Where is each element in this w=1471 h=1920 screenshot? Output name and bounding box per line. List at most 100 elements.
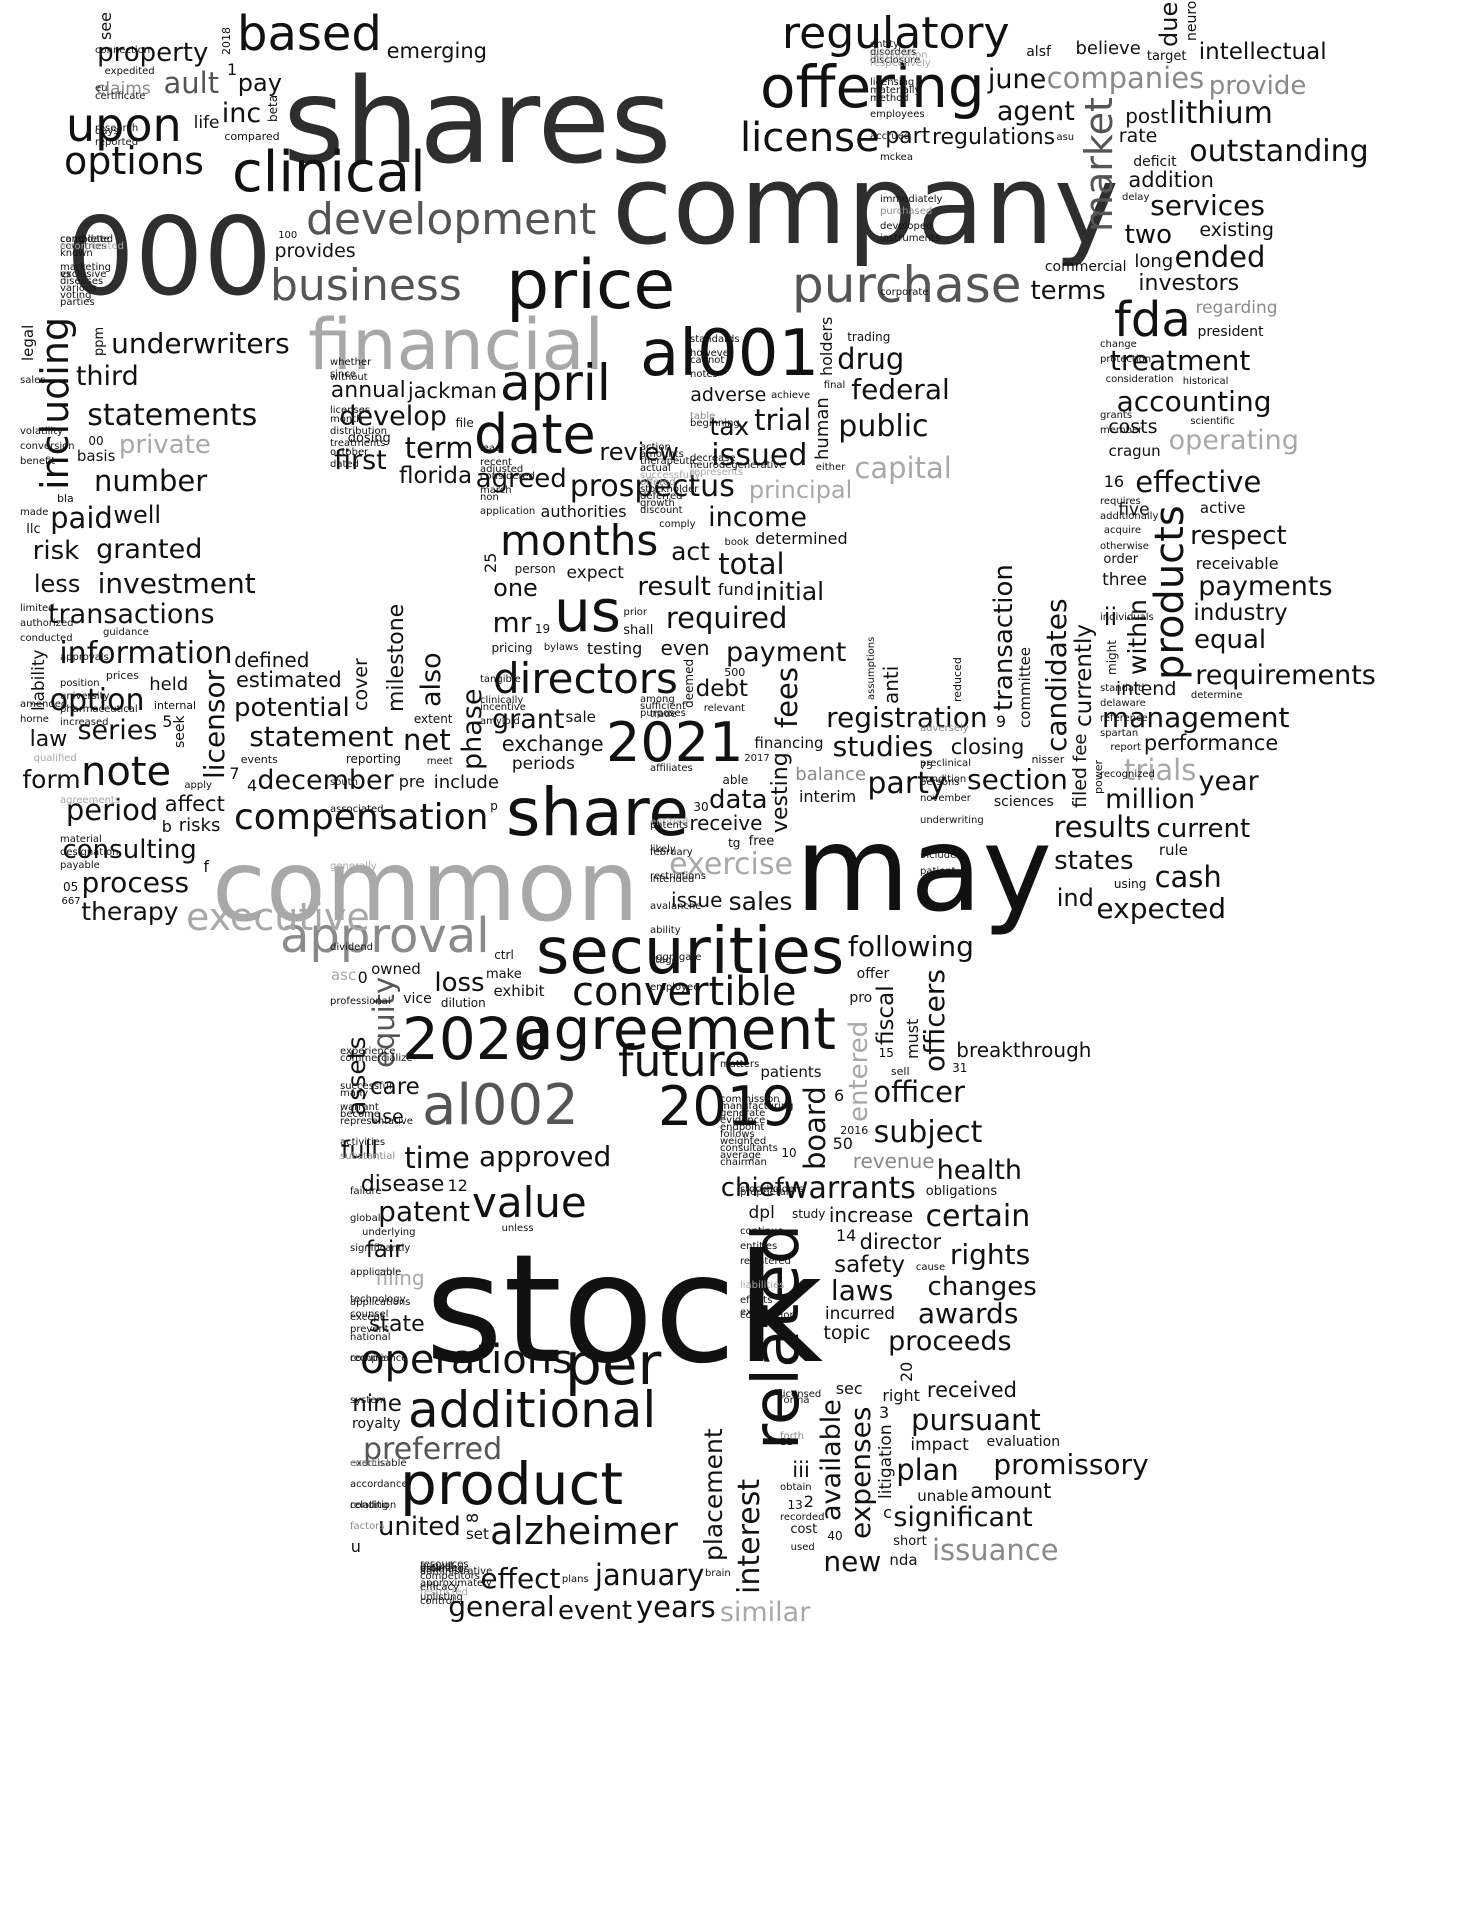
cloud-word: sufficient <box>640 701 686 712</box>
cloud-word: required <box>665 601 788 636</box>
cloud-word: completed <box>60 234 114 245</box>
cloud-word: benefit <box>20 456 56 467</box>
cloud-word: june <box>987 63 1047 95</box>
cloud-word: efforts <box>740 1295 773 1306</box>
cloud-word: adversely <box>920 723 969 734</box>
cloud-word: five <box>1118 499 1150 520</box>
cloud-word: payments <box>1198 570 1333 602</box>
cloud-word: order <box>1103 552 1139 568</box>
cloud-word: guidance <box>103 627 149 639</box>
cloud-word: purposes <box>640 708 686 719</box>
cloud-word: reported <box>95 137 139 148</box>
cloud-word: trials <box>1124 753 1197 788</box>
cloud-word: states <box>1054 845 1134 876</box>
cloud-word: growth <box>640 498 675 509</box>
cloud-word: executive <box>186 895 370 939</box>
cloud-word: evaluation <box>986 1433 1061 1450</box>
cloud-word: post <box>1125 103 1169 128</box>
cloud-word: convertible <box>572 969 797 1015</box>
cloud-word: shares <box>283 52 672 190</box>
cloud-word: fair <box>365 1237 404 1264</box>
cloud-word: dilution <box>440 996 486 1011</box>
cloud-word: million <box>1105 784 1196 816</box>
cloud-word: scientific <box>1190 415 1235 427</box>
cloud-word: protection <box>1100 354 1152 365</box>
cloud-word: accrued <box>870 131 911 142</box>
cloud-word: ability <box>650 925 681 936</box>
cloud-word: consideration <box>1105 374 1174 386</box>
cloud-word: associated <box>330 804 384 815</box>
cloud-word: party <box>867 765 947 801</box>
cloud-word: entitled <box>650 817 689 828</box>
cloud-word: known <box>60 248 93 259</box>
cloud-word: cause <box>915 1261 946 1273</box>
cloud-word: performance <box>1143 730 1279 755</box>
cloud-word: expect <box>566 562 624 583</box>
cloud-word: estimates <box>420 1564 470 1575</box>
cloud-word: corporation <box>870 50 928 61</box>
cloud-word: mr <box>492 605 532 639</box>
cloud-word: information <box>59 635 233 671</box>
cloud-word: f <box>203 856 209 876</box>
cloud-word: pay <box>237 69 282 98</box>
cloud-word: standards <box>690 334 740 345</box>
cloud-word: dosing <box>347 430 391 446</box>
cloud-word: 500 <box>724 665 746 679</box>
cloud-word: change <box>1100 339 1137 350</box>
cloud-word: brain <box>705 1567 731 1579</box>
cloud-word: recent <box>480 457 512 468</box>
cloud-word: administrative <box>420 1566 493 1577</box>
cloud-word: requires <box>1100 496 1141 507</box>
cloud-word: officer <box>873 1074 965 1109</box>
cloud-word: december <box>257 765 394 797</box>
cloud-word: matters <box>720 1059 760 1070</box>
cloud-word: compliance <box>350 1353 408 1364</box>
cloud-word: person <box>514 561 556 576</box>
cloud-word: therapy <box>81 897 179 927</box>
cloud-word: among <box>640 694 675 705</box>
cloud-word: therapeutic <box>640 456 698 467</box>
cloud-word: obligations <box>925 1183 998 1199</box>
cloud-word: review <box>599 438 679 467</box>
cloud-word: directors <box>493 654 678 703</box>
cloud-word: topic <box>823 1322 871 1344</box>
cloud-word: patients <box>760 1062 822 1081</box>
cloud-word: pre <box>398 771 425 791</box>
cloud-word: increased <box>60 717 109 728</box>
cloud-word: average <box>720 1150 761 1161</box>
cloud-word: substantial <box>340 1151 396 1162</box>
cloud-word: milestone <box>384 603 410 712</box>
cloud-word: asc <box>330 965 357 984</box>
cloud-word: alsf <box>1026 44 1051 61</box>
cloud-word: limited <box>20 603 55 614</box>
cloud-word: represents <box>690 467 744 478</box>
cloud-word: days <box>95 126 119 137</box>
cloud-word: license <box>740 115 880 161</box>
cloud-word: statements <box>87 398 258 434</box>
cloud-word: one <box>493 574 538 603</box>
cloud-word: 4 <box>247 776 258 796</box>
cloud-word: pro <box>849 989 873 1006</box>
cloud-word: disclosure <box>870 55 921 66</box>
cloud-word: existing <box>1199 219 1274 242</box>
cloud-word: owned <box>371 959 421 978</box>
cloud-word: stockholder <box>640 484 699 495</box>
cloud-word: unless <box>501 1223 534 1235</box>
cloud-word: final <box>823 380 846 392</box>
cloud-word: incentive <box>480 702 526 713</box>
cloud-word: available <box>816 1398 848 1521</box>
cloud-word: free <box>748 834 775 850</box>
cloud-word: sec <box>835 1378 863 1398</box>
cloud-word: granted <box>96 534 203 566</box>
cloud-word: years <box>635 1590 716 1625</box>
cloud-word: compensation <box>234 797 489 838</box>
cloud-word: currently <box>1070 624 1097 728</box>
cloud-word: requirements <box>1195 660 1376 692</box>
cloud-word: subject <box>873 1114 983 1150</box>
cloud-word: achieve <box>771 389 811 401</box>
cloud-word: basis <box>76 447 116 466</box>
cloud-word: vesting <box>767 752 793 833</box>
cloud-word: generally <box>330 861 377 872</box>
cloud-word: without <box>330 372 368 383</box>
